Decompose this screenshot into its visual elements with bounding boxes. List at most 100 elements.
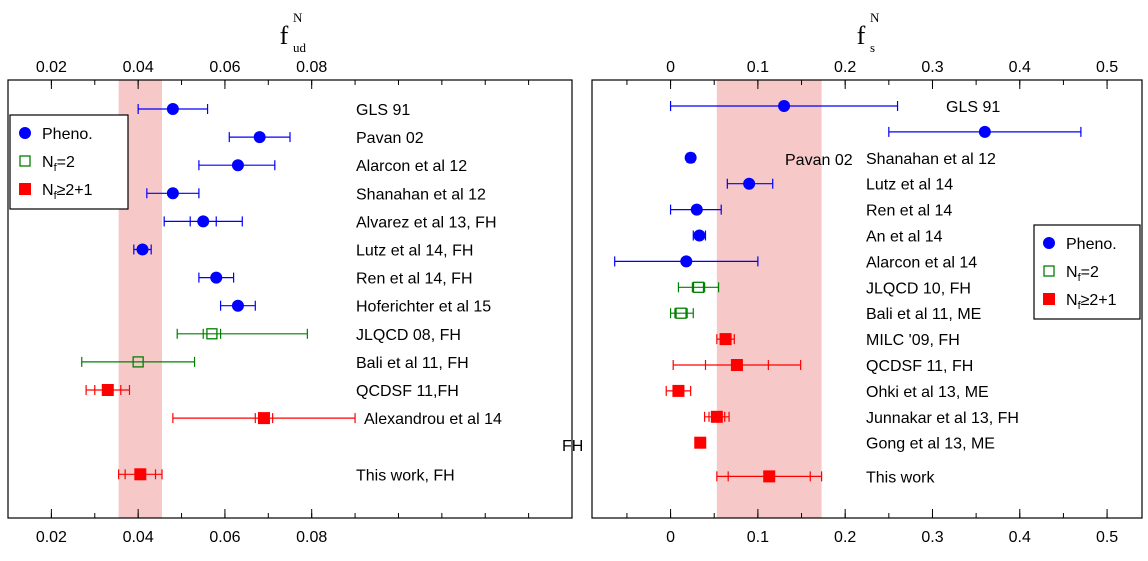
data-point-circle [253,131,266,144]
data-point-circle [231,159,244,172]
data-point-open-square [132,356,144,368]
data-point-square [134,468,147,481]
point-label: Pavan 02 [356,130,424,147]
data-point-circle [210,271,223,284]
data-point-open-square [692,281,705,293]
point-label: This work, FH [356,467,455,484]
point-label: GLS 91 [946,99,1000,116]
data-point-square [763,470,776,483]
tick-label-top: 0.5 [1096,59,1118,76]
point-label: JLQCD 10, FH [866,280,971,297]
legend-label-suffix: =2 [57,154,75,171]
point-label: JLQCD 08, FH [356,327,461,344]
data-point-square [672,384,685,397]
point-label: Ren et al 14 [866,203,952,220]
point-label: Lutz et al 14, FH [356,243,473,260]
point-label: Ohki et al 13, ME [866,384,989,401]
plot-frame [7,79,573,519]
chart-title: f [857,21,866,50]
legend-label-suffix: ≥2+1 [1081,292,1117,309]
point-label: MILC '09, FH [866,332,960,349]
tick-label-bottom: 0.08 [296,529,327,546]
point-label: QCDSF 11,FH [356,383,459,400]
chart-title-sub: s [870,40,875,55]
tick-label-bottom: 0.5 [1096,529,1118,546]
data-point-square [101,384,114,396]
legend-label-sub: f [1078,300,1082,312]
point-label: Alarcon et al 14 [866,254,977,271]
data-point-circle [680,255,693,268]
tick-label-bottom: 0.2 [834,529,856,546]
point-label-continued: FH [562,438,583,455]
legend-label-suffix: ≥2+1 [57,182,93,199]
data-point-square [730,359,743,371]
legend-marker-open-square [19,155,31,167]
tick-label-top: 0 [666,59,675,76]
legend-label-main: N [42,154,54,171]
tick-label-bottom: 0.02 [36,529,67,546]
tick-label-top: 0.08 [296,59,327,76]
chart-title-sub: ud [293,40,307,55]
data-point-circle [978,125,991,138]
tick-label-top: 0.2 [834,59,856,76]
legend-label-sub: f [1078,272,1082,284]
tick-label-bottom: 0.1 [747,529,769,546]
point-label: Alvarez et al 13, FH [356,214,497,231]
data-point-open-square [675,307,687,319]
legend-label-main: N [1066,264,1078,281]
tick-label-top: 0.02 [36,59,67,76]
legend-marker-open-square [1043,265,1055,277]
data-point-circle [743,177,756,190]
panel-fud: 0.020.020.040.040.060.060.080.08fNudGLS … [7,10,583,546]
tick-label-top: 0.1 [747,59,769,76]
legend-marker-circle [19,127,31,139]
tick-label-top: 0.4 [1009,59,1031,76]
data-point-square [710,410,723,423]
legend-label-main: Pheno. [1066,236,1117,253]
plot-frame [591,79,1143,519]
data-point-circle [166,187,179,200]
legend-label-sub: f [54,162,58,174]
legend-label: Pheno. [1066,236,1117,253]
tick-label-top: 0.06 [209,59,240,76]
legend-label: Nf=2 [42,154,75,174]
legend-label-main: N [1066,292,1078,309]
point-label: Ren et al 14, FH [356,271,473,288]
point-label: Hoferichter et al 15 [356,299,491,316]
legend-marker-square [19,183,31,195]
chart-title-super: N [870,10,880,25]
point-label: Alexandrou et al 14 [364,411,502,428]
tick-label-top: 0.3 [921,59,943,76]
point-label: Bali et al 11, FH [356,355,469,372]
point-label: An et al 14 [866,229,943,246]
legend-label-sub: f [54,190,58,202]
point-label: GLS 91 [356,102,410,119]
data-point-circle [231,299,244,312]
legend-label-suffix: =2 [1081,264,1099,281]
legend-label-main: Pheno. [42,126,93,143]
point-label: Lutz et al 14 [866,177,953,194]
legend-marker-circle [1043,237,1055,249]
data-point-circle [693,229,706,242]
point-label: Shanahan et al 12 [866,151,996,168]
tick-label-bottom: 0.4 [1009,529,1031,546]
data-point-circle [136,243,149,256]
point-label: Shanahan et al 12 [356,186,486,203]
tick-label-bottom: 0.3 [921,529,943,546]
legend-label-main: N [42,182,54,199]
legend-label: Pheno. [42,126,93,143]
data-point-square [719,333,732,346]
legend-label: Nf≥2+1 [42,182,93,202]
legend-label: Nf≥2+1 [1066,292,1117,312]
point-label: QCDSF 11, FH [866,358,973,375]
data-point-square [694,436,707,449]
tick-label-bottom: 0 [666,529,675,546]
point-label: Alarcon et al 12 [356,158,467,175]
data-point-circle [166,103,179,115]
point-label: This work [866,469,935,486]
chart-title-super: N [293,10,303,25]
tick-label-bottom: 0.04 [123,529,154,546]
data-point-circle [684,151,697,164]
